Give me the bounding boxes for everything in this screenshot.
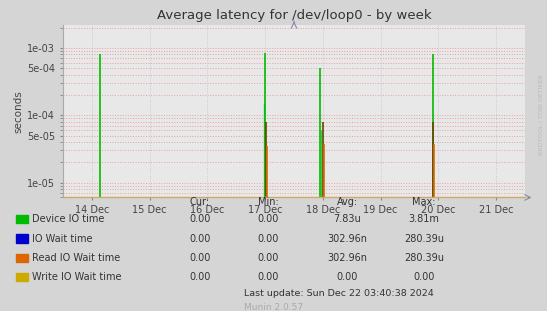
Text: Last update: Sun Dec 22 03:40:38 2024: Last update: Sun Dec 22 03:40:38 2024 (245, 290, 434, 298)
Text: 0.00: 0.00 (189, 253, 211, 263)
Text: 280.39u: 280.39u (404, 253, 444, 263)
Text: 3.81m: 3.81m (409, 214, 439, 224)
Text: 302.96n: 302.96n (327, 253, 368, 263)
Text: Read IO Wait time: Read IO Wait time (32, 253, 120, 263)
Text: Max:: Max: (412, 197, 435, 207)
Text: 0.00: 0.00 (257, 214, 279, 224)
Text: 0.00: 0.00 (257, 272, 279, 282)
Text: 302.96n: 302.96n (327, 234, 368, 244)
Text: Min:: Min: (258, 197, 278, 207)
Text: 0.00: 0.00 (189, 234, 211, 244)
Text: RRDTOOL / TOBI OETIKER: RRDTOOL / TOBI OETIKER (538, 75, 543, 156)
Text: 0.00: 0.00 (257, 234, 279, 244)
Text: Device IO time: Device IO time (32, 214, 104, 224)
Text: Write IO Wait time: Write IO Wait time (32, 272, 121, 282)
Text: 0.00: 0.00 (336, 272, 358, 282)
Text: 0.00: 0.00 (189, 272, 211, 282)
Y-axis label: seconds: seconds (13, 90, 23, 132)
Text: Munin 2.0.57: Munin 2.0.57 (244, 303, 303, 311)
Text: 0.00: 0.00 (257, 253, 279, 263)
Text: 0.00: 0.00 (413, 272, 435, 282)
Text: 0.00: 0.00 (189, 214, 211, 224)
Title: Average latency for /dev/loop0 - by week: Average latency for /dev/loop0 - by week (156, 9, 432, 22)
Text: Cur:: Cur: (190, 197, 210, 207)
Text: 280.39u: 280.39u (404, 234, 444, 244)
Text: IO Wait time: IO Wait time (32, 234, 92, 244)
Text: 7.83u: 7.83u (334, 214, 361, 224)
Text: Avg:: Avg: (337, 197, 358, 207)
